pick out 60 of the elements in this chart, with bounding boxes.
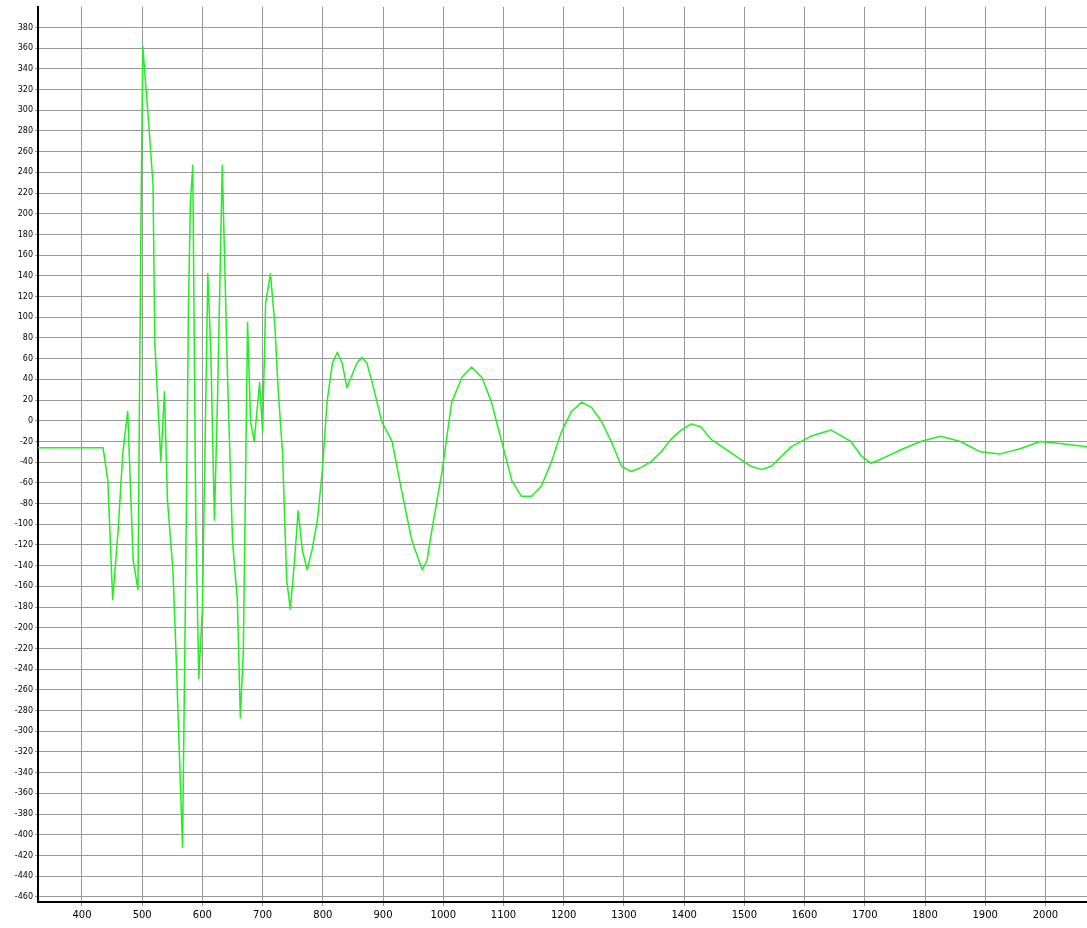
y-tick-label: -20 <box>19 436 33 446</box>
x-tick-label: 2000 <box>1032 908 1059 920</box>
y-tick-label: 340 <box>17 63 33 73</box>
y-tick-label: -220 <box>14 643 33 653</box>
y-tick-label: 200 <box>17 208 33 218</box>
x-tick-label: 1000 <box>430 908 456 920</box>
y-tick-label: -360 <box>14 788 33 798</box>
x-tick-label: 1100 <box>490 908 517 920</box>
y-tick-label: 20 <box>22 395 33 405</box>
x-tick-label: 800 <box>313 908 333 920</box>
y-tick-label: 40 <box>22 374 33 384</box>
y-tick-label: -180 <box>14 602 33 612</box>
y-tick-label: 360 <box>17 43 33 53</box>
x-tick-label: 1200 <box>550 908 577 920</box>
y-tick-label: 220 <box>17 188 33 198</box>
x-tick-label: 1500 <box>731 908 758 920</box>
x-tick-label: 700 <box>253 908 273 920</box>
y-tick-label: -140 <box>14 560 33 570</box>
y-tick-label: -440 <box>14 871 33 881</box>
x-tick-label: 1800 <box>912 908 938 920</box>
y-tick-label: -240 <box>14 664 33 674</box>
y-tick-label: -400 <box>14 829 33 839</box>
y-tick-label: 0 <box>27 415 33 425</box>
y-tick-label: -100 <box>14 519 33 529</box>
y-tick-label: 80 <box>22 333 33 343</box>
x-tick-label: 500 <box>132 908 152 920</box>
x-tick-label: 1700 <box>852 908 878 920</box>
x-tick-label: 600 <box>192 908 212 920</box>
x-tick-label: 1300 <box>611 908 637 920</box>
y-tick-label: -160 <box>14 581 33 591</box>
y-tick-label: -380 <box>14 809 33 819</box>
y-tick-label: -40 <box>19 457 33 467</box>
y-tick-label: -260 <box>14 684 33 694</box>
x-tick-label: 900 <box>373 908 393 920</box>
y-tick-label: 300 <box>17 105 33 115</box>
y-tick-label: 260 <box>17 146 33 156</box>
y-tick-label: 280 <box>17 126 33 136</box>
y-tick-label: 100 <box>17 312 33 322</box>
y-tick-label: -80 <box>19 498 33 508</box>
x-tick-label: 1600 <box>791 908 818 920</box>
y-tick-label: -300 <box>14 726 33 736</box>
y-tick-label: -420 <box>14 850 33 860</box>
y-tick-label: 120 <box>17 291 33 301</box>
y-tick-label: -340 <box>14 767 33 777</box>
y-tick-label: 240 <box>17 167 33 177</box>
y-tick-label: 140 <box>17 270 33 280</box>
y-tick-label: -120 <box>14 540 33 550</box>
x-tick-label: 1400 <box>671 908 697 920</box>
y-tick-label: 160 <box>17 250 33 260</box>
y-tick-label: 380 <box>17 22 33 32</box>
x-tick-label: 400 <box>72 908 92 920</box>
y-tick-label: 320 <box>17 84 33 94</box>
y-tick-label: 180 <box>17 229 33 239</box>
x-tick-label: 1900 <box>972 908 998 920</box>
y-tick-label: -200 <box>14 622 33 632</box>
y-tick-label: -320 <box>14 747 33 757</box>
y-tick-label: -60 <box>19 477 33 487</box>
y-tick-label: -460 <box>14 891 33 901</box>
y-tick-label: 60 <box>22 353 33 363</box>
y-tick-label: -280 <box>14 705 33 715</box>
